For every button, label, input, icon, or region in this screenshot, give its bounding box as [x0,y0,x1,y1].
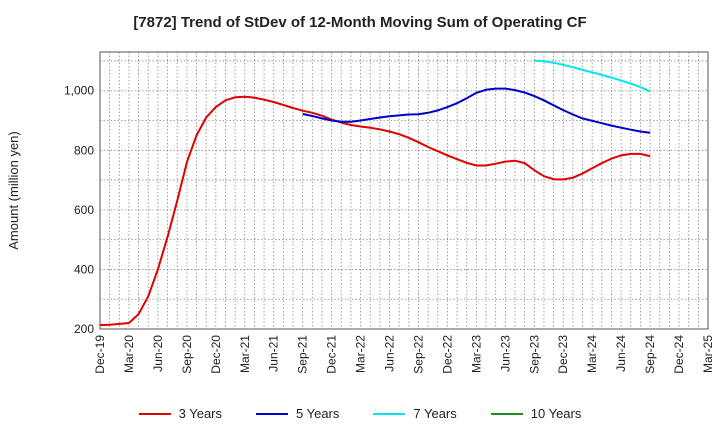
x-tick-label: Mar-23 [469,335,483,373]
legend-item-7-years: 7 Years [373,406,457,421]
x-tick-label: Mar-25 [701,335,715,373]
chart-title: [7872] Trend of StDev of 12-Month Moving… [133,14,587,31]
legend-swatch-10-years [490,412,523,415]
plot-area [100,52,708,329]
x-tick-label: Dec-24 [672,335,686,374]
series-line-3-years [99,95,651,327]
x-tick-label: Jun-24 [614,335,628,372]
x-tick-label: Sep-20 [180,335,194,374]
x-tick-label: Dec-22 [440,335,454,374]
legend-item-5-years: 5 Years [256,406,339,421]
x-tick-label: Jun-21 [267,335,281,372]
legend-swatch-5-years [256,412,288,415]
y-tick-label: 400 [74,262,94,276]
legend-item-3-years: 3 Years [138,406,222,421]
x-tick-label: Dec-23 [556,335,570,374]
x-tick-label: Sep-21 [296,335,310,374]
legend-label-10-years: 10 Years [530,406,582,421]
series-line-5-years [302,87,651,134]
x-tick-label: Mar-20 [122,335,136,373]
y-tick-label: 200 [74,322,94,336]
chart-legend: 3 Years 5 Years 7 Years 10 Years [0,406,720,421]
x-tick-label: Dec-20 [209,335,223,374]
y-tick-label: 1,000 [64,84,94,98]
x-tick-label: Dec-21 [325,335,339,374]
x-tick-label: Mar-22 [354,335,368,373]
x-tick-label: Sep-22 [411,335,425,374]
y-axis-label: Amount (million yen) [6,131,21,250]
x-tick-label: Sep-23 [527,335,541,374]
legend-label-7-years: 7 Years [413,406,457,421]
plot-frame [99,51,709,330]
legend-item-10-years: 10 Years [490,406,582,421]
legend-swatch-7-years [373,412,406,415]
y-tick-label: 800 [74,143,94,157]
series-line-7-years [534,59,651,93]
x-tick-label: Sep-24 [643,335,657,374]
x-tick-label: Dec-19 [93,335,107,374]
x-tick-label: Mar-21 [238,335,252,373]
x-tick-label: Jun-20 [151,335,165,372]
y-tick-label: 600 [74,203,94,217]
x-tick-label: Jun-23 [498,335,512,372]
x-tick-label: Mar-24 [585,335,599,373]
legend-label-3-years: 3 Years [178,406,222,421]
x-tick-label: Jun-22 [383,335,397,372]
legend-swatch-3-years [138,412,171,415]
legend-label-5-years: 5 Years [296,406,340,421]
